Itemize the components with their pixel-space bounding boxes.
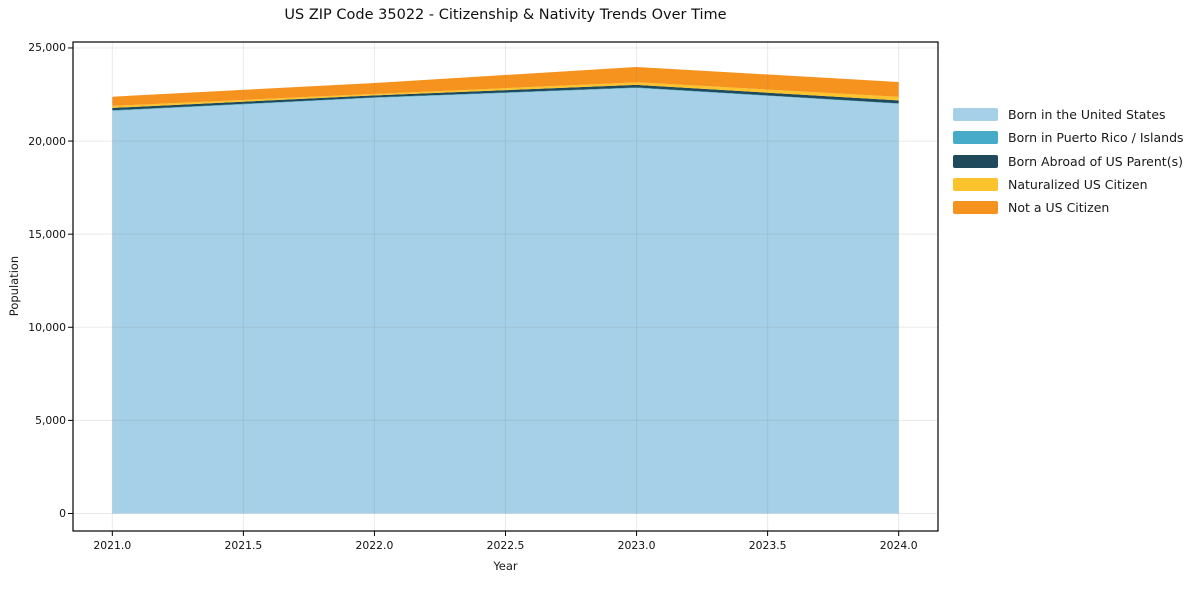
legend-label: Born in Puerto Rico / Islands: [1008, 130, 1184, 146]
legend-item: Born in Puerto Rico / Islands: [953, 126, 1184, 149]
x-tick-label: 2022.0: [355, 539, 394, 552]
legend: Born in the United States Born in Puerto …: [953, 103, 1184, 219]
legend-swatch-icon: [953, 108, 998, 122]
x-tick-label: 2024.0: [879, 539, 918, 552]
plot-border: [72, 41, 939, 532]
legend-item: Not a US Citizen: [953, 196, 1184, 219]
legend-label: Not a US Citizen: [1008, 200, 1110, 216]
legend-item: Naturalized US Citizen: [953, 173, 1184, 196]
legend-label: Born Abroad of US Parent(s): [1008, 153, 1183, 169]
x-tick-label: 2023.0: [617, 539, 656, 552]
legend-swatch-icon: [953, 154, 998, 168]
legend-label: Born in the United States: [1008, 107, 1166, 123]
area-series-0: [112, 88, 899, 514]
y-tick-label: 5,000: [35, 413, 66, 427]
area-series-2: [112, 84, 899, 111]
legend-item: Born Abroad of US Parent(s): [953, 150, 1184, 173]
y-axis-label: Population: [7, 255, 21, 317]
y-tick-label: 15,000: [28, 227, 66, 241]
chart-title: US ZIP Code 35022 - Citizenship & Nativi…: [284, 7, 727, 23]
y-tick-label: 25,000: [28, 41, 66, 55]
legend-swatch-icon: [953, 201, 998, 215]
x-tick-label: 2021.5: [224, 539, 263, 552]
legend-swatch-icon: [953, 178, 998, 192]
legend-label: Naturalized US Citizen: [1008, 177, 1148, 193]
y-tick-label: 0: [59, 506, 66, 520]
x-axis-label: Year: [493, 559, 518, 573]
x-tick-label: 2022.5: [486, 539, 525, 552]
x-tick-label: 2023.5: [748, 539, 787, 552]
y-tick-label: 10,000: [28, 320, 66, 334]
legend-item: Born in the United States: [953, 103, 1184, 126]
legend-swatch-icon: [953, 131, 998, 145]
x-tick-label: 2021.0: [93, 539, 132, 552]
area-series-3: [112, 82, 899, 108]
y-tick-label: 20,000: [28, 134, 66, 148]
area-series-4: [112, 67, 899, 106]
